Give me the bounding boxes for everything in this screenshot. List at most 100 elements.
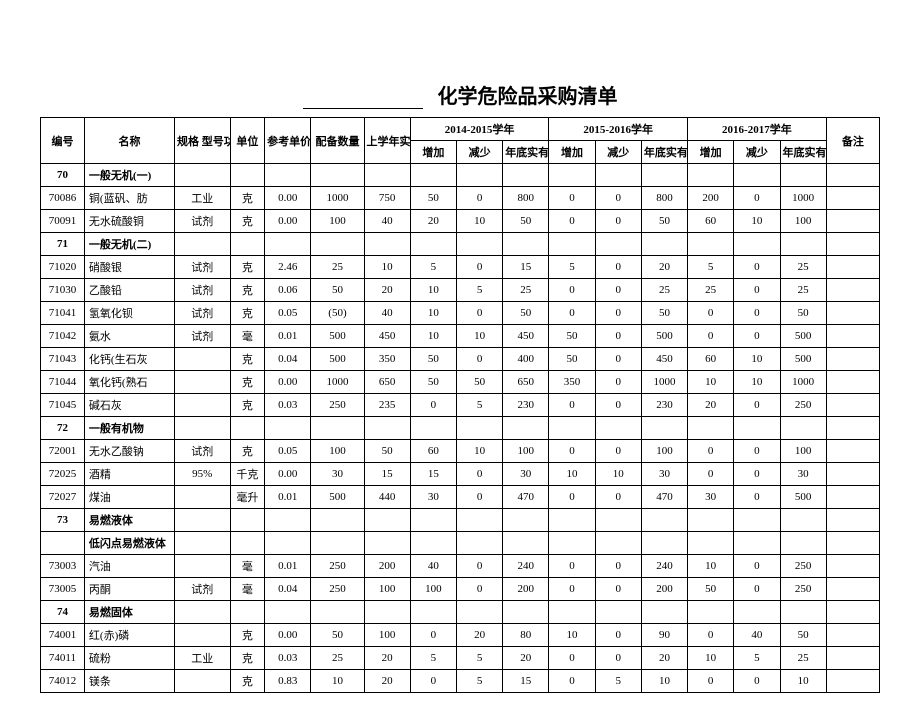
cell: 25 bbox=[311, 647, 364, 670]
cell: 100 bbox=[311, 210, 364, 233]
cell-empty bbox=[826, 532, 879, 555]
th-spec: 规格 型号功能 bbox=[175, 118, 230, 164]
cell-empty bbox=[826, 417, 879, 440]
cell: 0.01 bbox=[265, 325, 311, 348]
cell bbox=[826, 279, 879, 302]
cell-empty bbox=[230, 532, 265, 555]
cell: 0 bbox=[734, 394, 780, 417]
cell: 0 bbox=[688, 624, 734, 647]
cell-empty bbox=[230, 164, 265, 187]
cell: 0 bbox=[734, 440, 780, 463]
cell: 440 bbox=[364, 486, 410, 509]
cell: 450 bbox=[641, 348, 687, 371]
cell: 20 bbox=[641, 256, 687, 279]
cell: 470 bbox=[503, 486, 549, 509]
cell: 0 bbox=[595, 486, 641, 509]
cell-empty bbox=[549, 532, 595, 555]
cell: 0.04 bbox=[265, 578, 311, 601]
cell: 15 bbox=[364, 463, 410, 486]
cell bbox=[175, 486, 230, 509]
cell-empty bbox=[595, 164, 641, 187]
cell: 0 bbox=[456, 187, 502, 210]
cell: 氧化钙(熟石 bbox=[84, 371, 174, 394]
cell: 5 bbox=[456, 670, 502, 693]
cell-empty bbox=[230, 233, 265, 256]
cell: 0 bbox=[549, 647, 595, 670]
cell: 470 bbox=[641, 486, 687, 509]
cell: 工业 bbox=[175, 187, 230, 210]
cell: 100 bbox=[503, 440, 549, 463]
cell: 350 bbox=[549, 371, 595, 394]
table-row: 70086铜(蓝矾、肪工业克0.001000750500800008002000… bbox=[41, 187, 880, 210]
cell: 10 bbox=[688, 647, 734, 670]
cell-empty bbox=[595, 233, 641, 256]
cell: 73003 bbox=[41, 555, 85, 578]
cell: 10 bbox=[549, 463, 595, 486]
cell: 350 bbox=[364, 348, 410, 371]
cell-name: 低闪点易燃液体 bbox=[84, 532, 174, 555]
cell-empty bbox=[410, 233, 456, 256]
cell: 15 bbox=[503, 256, 549, 279]
cell: 化钙(生石灰 bbox=[84, 348, 174, 371]
cell: 0 bbox=[549, 279, 595, 302]
cell: 5 bbox=[456, 394, 502, 417]
cell: 10 bbox=[549, 624, 595, 647]
cell-empty bbox=[311, 601, 364, 624]
cell bbox=[826, 555, 879, 578]
table-row: 71044氧化钙(熟石克0.00100065050506503500100010… bbox=[41, 371, 880, 394]
cell-empty bbox=[641, 164, 687, 187]
cell-empty bbox=[364, 233, 410, 256]
cell-empty bbox=[641, 532, 687, 555]
cell: 0 bbox=[549, 555, 595, 578]
cell bbox=[826, 670, 879, 693]
cell: 0 bbox=[549, 302, 595, 325]
cell: 25 bbox=[641, 279, 687, 302]
cell: 73005 bbox=[41, 578, 85, 601]
cell: 95% bbox=[175, 463, 230, 486]
cell: 0 bbox=[734, 555, 780, 578]
cell: 50 bbox=[410, 187, 456, 210]
cell-empty bbox=[230, 601, 265, 624]
cell: 10 bbox=[734, 348, 780, 371]
cell-empty bbox=[641, 417, 687, 440]
cell bbox=[175, 371, 230, 394]
cell: 235 bbox=[364, 394, 410, 417]
cell: 工业 bbox=[175, 647, 230, 670]
procurement-table: 编号 名称 规格 型号功能 单位 参考单价 配备数量 上学年实有 2014-20… bbox=[40, 117, 880, 693]
cell: 30 bbox=[688, 486, 734, 509]
cell: 丙酮 bbox=[84, 578, 174, 601]
cell: 250 bbox=[780, 555, 826, 578]
cell: 20 bbox=[688, 394, 734, 417]
cell bbox=[826, 463, 879, 486]
cell: 克 bbox=[230, 394, 265, 417]
cell: 0 bbox=[595, 578, 641, 601]
cell bbox=[826, 394, 879, 417]
cell: 0 bbox=[410, 624, 456, 647]
cell-id: 70 bbox=[41, 164, 85, 187]
cell: 0.00 bbox=[265, 624, 311, 647]
cell: 试剂 bbox=[175, 578, 230, 601]
cell-empty bbox=[265, 509, 311, 532]
cell: 0 bbox=[456, 486, 502, 509]
cell: 0 bbox=[688, 325, 734, 348]
cell: 50 bbox=[688, 578, 734, 601]
cell: 50 bbox=[780, 624, 826, 647]
cell: 10 bbox=[364, 256, 410, 279]
cell: 800 bbox=[641, 187, 687, 210]
cell bbox=[826, 325, 879, 348]
cell: 500 bbox=[780, 348, 826, 371]
cell: 30 bbox=[410, 486, 456, 509]
table-row: 73005丙酮试剂毫0.04250100100020000200500250 bbox=[41, 578, 880, 601]
cell-empty bbox=[456, 509, 502, 532]
cell: 红(赤)磷 bbox=[84, 624, 174, 647]
cell: 1000 bbox=[780, 187, 826, 210]
cell bbox=[826, 210, 879, 233]
table-row: 71045碱石灰克0.032502350523000230200250 bbox=[41, 394, 880, 417]
cell: 500 bbox=[311, 348, 364, 371]
cell-empty bbox=[503, 233, 549, 256]
cell: 100 bbox=[364, 624, 410, 647]
cell: 0 bbox=[410, 670, 456, 693]
cell: 71043 bbox=[41, 348, 85, 371]
cell-empty bbox=[688, 417, 734, 440]
cell: 0 bbox=[595, 348, 641, 371]
